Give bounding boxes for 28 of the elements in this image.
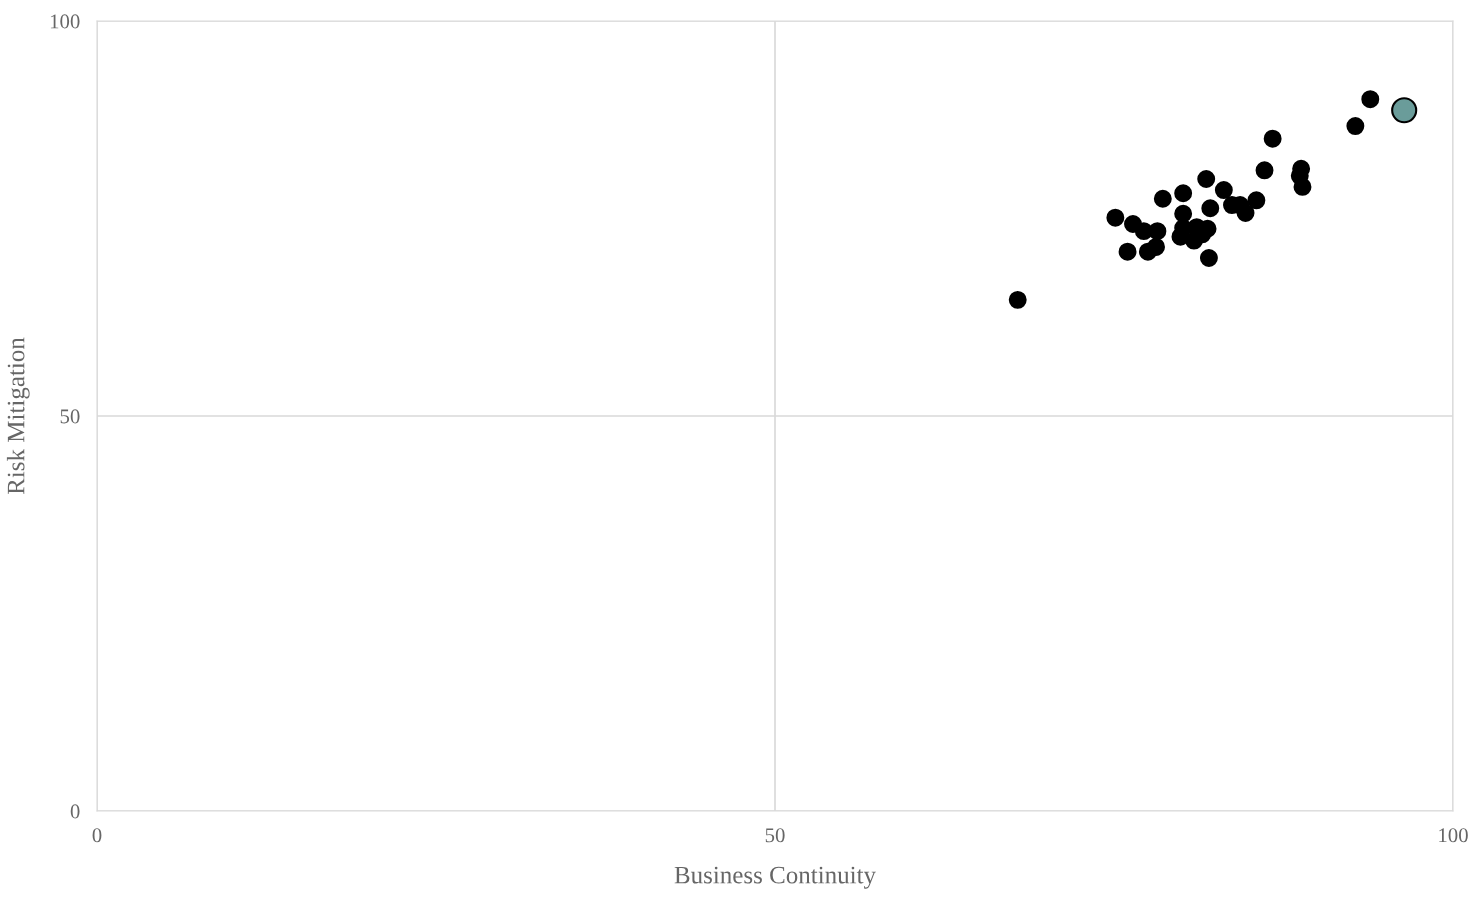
y-tick-label: 0 [70, 804, 80, 819]
point [1197, 170, 1216, 188]
point [1255, 161, 1274, 180]
point [1148, 222, 1167, 241]
point [1247, 191, 1266, 210]
point [1106, 208, 1125, 227]
point [1391, 97, 1418, 124]
x-tick-label: 0 [92, 828, 102, 843]
point [1263, 129, 1282, 148]
point [1361, 90, 1380, 109]
point [1236, 204, 1255, 222]
point [1293, 177, 1312, 196]
x-tick-label: 50 [765, 828, 785, 843]
point [1008, 290, 1027, 309]
y-axis-title: Risk Mitigation [6, 337, 30, 495]
point [1118, 242, 1137, 261]
point [1346, 117, 1365, 136]
x-axis-title: Business Continuity [674, 866, 876, 889]
point [1153, 189, 1172, 208]
x-tick-label: 100 [1439, 828, 1468, 843]
point [1174, 204, 1193, 223]
y-tick-label: 100 [50, 14, 80, 29]
point [1199, 249, 1218, 267]
point [1147, 237, 1165, 256]
point [1174, 184, 1193, 203]
point [1201, 199, 1220, 218]
point [1214, 181, 1233, 200]
y-tick-label: 50 [60, 409, 80, 424]
